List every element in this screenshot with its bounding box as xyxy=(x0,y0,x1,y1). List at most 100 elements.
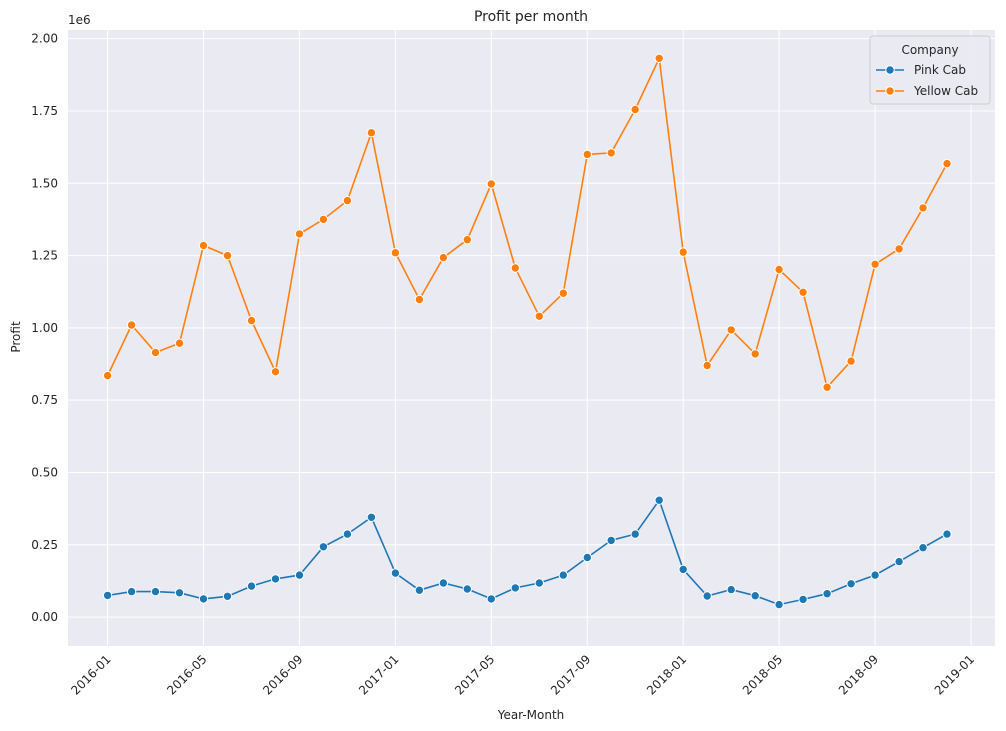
data-point-pink-cab xyxy=(534,578,544,588)
data-point-pink-cab xyxy=(270,574,281,584)
data-point-pink-cab xyxy=(606,535,616,546)
data-point-pink-cab xyxy=(894,556,904,567)
y-tick-label: 0.00 xyxy=(31,610,58,624)
x-tick-label: 2018-09 xyxy=(836,652,881,697)
data-point-yellow-cab xyxy=(894,244,904,254)
data-point-pink-cab xyxy=(198,594,209,604)
data-point-pink-cab xyxy=(366,512,377,522)
data-point-yellow-cab xyxy=(798,287,808,297)
data-point-yellow-cab xyxy=(630,104,640,115)
data-point-yellow-cab xyxy=(678,247,688,257)
y-axis-label: Profit xyxy=(9,321,23,353)
y-tick-label: 0.50 xyxy=(31,465,58,479)
data-point-pink-cab xyxy=(486,594,496,604)
data-point-yellow-cab xyxy=(366,128,377,138)
data-point-pink-cab xyxy=(702,591,712,601)
data-point-yellow-cab xyxy=(702,360,712,371)
data-point-pink-cab xyxy=(678,564,688,575)
data-point-pink-cab xyxy=(822,589,832,599)
data-point-pink-cab xyxy=(798,594,808,605)
legend-label-pink-cab: Pink Cab xyxy=(914,63,966,77)
data-point-pink-cab xyxy=(438,578,449,588)
data-point-yellow-cab xyxy=(534,311,544,321)
data-point-yellow-cab xyxy=(870,259,880,269)
data-point-yellow-cab xyxy=(846,356,856,366)
data-point-yellow-cab xyxy=(270,367,281,377)
data-point-yellow-cab xyxy=(126,320,137,330)
data-point-yellow-cab xyxy=(510,263,520,273)
data-point-pink-cab xyxy=(558,570,568,580)
data-point-pink-cab xyxy=(174,588,185,598)
x-tick-label: 2016-05 xyxy=(164,652,209,697)
grid xyxy=(68,30,995,646)
data-point-yellow-cab xyxy=(390,248,401,258)
data-point-yellow-cab xyxy=(726,325,736,335)
data-point-yellow-cab xyxy=(774,264,784,275)
data-point-pink-cab xyxy=(846,579,856,589)
data-point-pink-cab xyxy=(750,591,760,601)
data-point-pink-cab xyxy=(102,590,113,601)
x-tick-label: 2019-01 xyxy=(932,652,977,697)
y-tick-label: 1.25 xyxy=(31,249,58,263)
legend-title: Company xyxy=(901,43,958,57)
y-tick-label: 2.00 xyxy=(31,32,58,46)
data-point-pink-cab xyxy=(918,543,928,553)
x-axis-label: Year-Month xyxy=(497,708,565,722)
data-point-yellow-cab xyxy=(246,315,257,326)
data-point-pink-cab xyxy=(774,599,784,610)
data-point-yellow-cab xyxy=(342,195,353,206)
chart-title: Profit per month xyxy=(474,9,588,25)
data-point-pink-cab xyxy=(390,568,401,578)
data-point-pink-cab xyxy=(726,584,736,595)
data-point-pink-cab xyxy=(870,570,880,580)
y-axis: 0.00 0.25 0.50 0.75 1.00 1.25 1.50 1.75 2.00 xyxy=(31,32,58,624)
data-point-yellow-cab xyxy=(174,338,185,348)
y-tick-label: 1.75 xyxy=(31,104,58,118)
data-point-pink-cab xyxy=(510,583,520,593)
series-line-yellow-cab xyxy=(106,55,948,389)
data-point-yellow-cab xyxy=(318,214,329,225)
x-tick-label: 2016-09 xyxy=(260,652,305,697)
legend: Company Pink Cab Yellow Cab xyxy=(869,35,991,105)
data-point-pink-cab xyxy=(582,552,592,563)
data-point-yellow-cab xyxy=(822,382,832,392)
y-offset-label: 1e6 xyxy=(68,13,91,27)
series-markers xyxy=(102,53,952,610)
data-point-yellow-cab xyxy=(102,370,113,381)
y-tick-label: 1.00 xyxy=(31,321,58,335)
y-tick-label: 1.50 xyxy=(31,176,58,190)
x-tick-label: 2017-09 xyxy=(548,652,593,697)
data-point-pink-cab xyxy=(654,495,664,505)
x-tick-label: 2016-01 xyxy=(68,652,113,697)
data-point-yellow-cab xyxy=(606,148,616,158)
data-point-pink-cab xyxy=(150,586,161,597)
data-point-yellow-cab xyxy=(222,250,233,261)
data-point-pink-cab xyxy=(414,585,425,595)
x-tick-label: 2017-05 xyxy=(452,652,497,697)
data-point-yellow-cab xyxy=(414,294,425,305)
data-point-yellow-cab xyxy=(438,252,449,263)
x-tick-label: 2018-01 xyxy=(644,652,689,697)
data-point-pink-cab xyxy=(222,591,233,601)
data-point-pink-cab xyxy=(318,542,329,552)
data-point-yellow-cab xyxy=(942,158,952,169)
x-axis: 2016-01 2016-05 2016-09 2017-01 2017-05 2017-… xyxy=(68,652,977,697)
legend-label-yellow-cab: Yellow Cab xyxy=(913,84,978,98)
data-point-pink-cab xyxy=(246,581,257,591)
data-point-pink-cab xyxy=(126,586,137,597)
x-tick-label: 2017-01 xyxy=(356,652,401,697)
data-point-yellow-cab xyxy=(654,53,664,63)
legend-marker-yellow-cab xyxy=(885,86,895,96)
data-point-yellow-cab xyxy=(558,288,568,298)
data-point-yellow-cab xyxy=(198,240,209,251)
legend-frame xyxy=(869,35,991,105)
data-point-yellow-cab xyxy=(462,235,472,245)
plot-background xyxy=(68,30,995,646)
y-tick-label: 0.25 xyxy=(31,538,58,552)
data-point-yellow-cab xyxy=(750,349,760,359)
data-point-pink-cab xyxy=(294,570,305,580)
legend-items: Pink Cab Yellow Cab xyxy=(876,63,978,98)
data-point-pink-cab xyxy=(942,529,952,539)
data-point-yellow-cab xyxy=(150,347,161,358)
